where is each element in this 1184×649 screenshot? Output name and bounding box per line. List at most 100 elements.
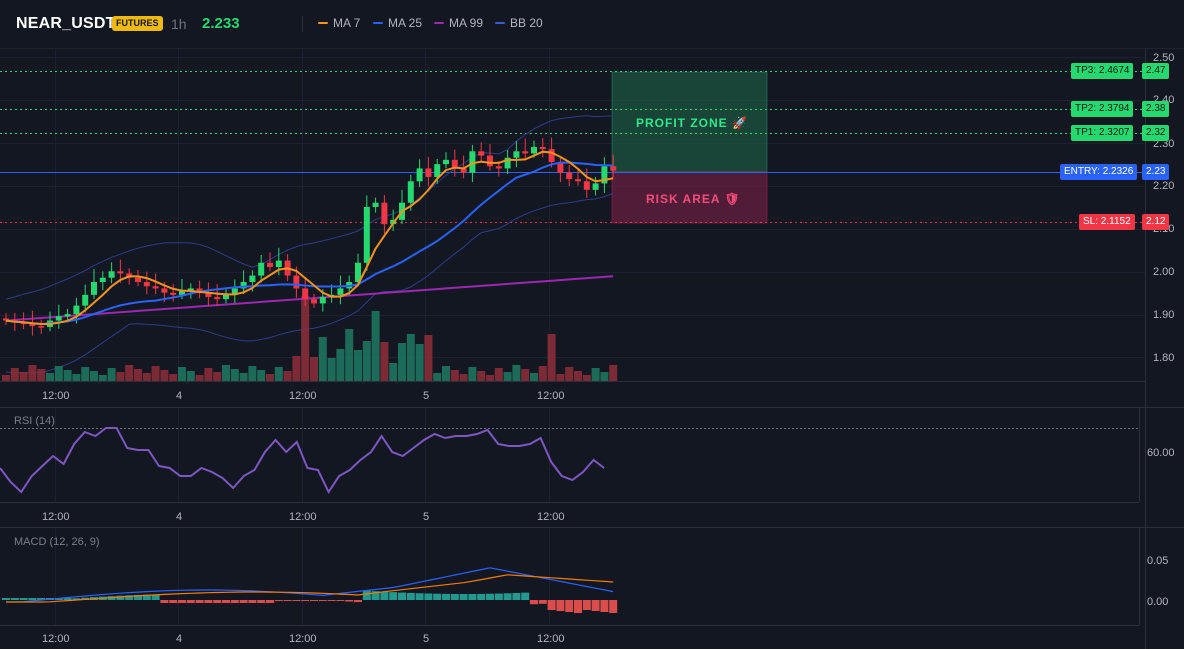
macd-hist-bar	[450, 593, 459, 600]
entry-label[interactable]: ENTRY: 2.2326	[1060, 164, 1138, 180]
price-tick: 1.80	[1153, 352, 1174, 364]
volume-bar	[116, 372, 125, 381]
price-tick: 2.50	[1153, 52, 1174, 64]
legend-ma99[interactable]: MA 99	[434, 16, 483, 30]
volume-bar	[98, 375, 107, 381]
candle-body	[311, 299, 317, 304]
candle-body	[293, 275, 300, 289]
macd-hist-bar	[28, 598, 37, 600]
volume-bar	[600, 372, 609, 381]
candle-body	[557, 162, 564, 173]
rsi-title[interactable]: RSI (14)	[14, 415, 55, 427]
volume-bar	[521, 369, 530, 381]
candle-body	[487, 155, 493, 167]
macd-hist-bar	[301, 600, 310, 601]
macd-hist-bar	[468, 593, 477, 600]
volume-bar	[178, 367, 186, 381]
sl-label[interactable]: SL: 2.1152	[1079, 214, 1135, 230]
main-pane[interactable]	[0, 49, 1146, 381]
macd-hist-bar	[600, 600, 609, 612]
volume-bar	[266, 374, 274, 381]
tp1-label-text: TP1: 2.3207	[1075, 127, 1130, 138]
sl-axis-label: 2.12	[1142, 214, 1170, 230]
rsi-time-tick: 12:00	[289, 511, 317, 523]
volume-bar	[169, 374, 178, 381]
rsi-time-tick: 5	[423, 511, 429, 523]
candle-body	[407, 181, 414, 203]
macd-line	[6, 567, 614, 603]
volume-bar	[310, 357, 318, 381]
last-price: 2.233	[202, 15, 240, 32]
time-tick: 12:00	[537, 390, 565, 402]
volume-bar	[318, 337, 327, 381]
candle-body	[566, 172, 573, 180]
interval-selector[interactable]: 1h	[171, 16, 187, 32]
legend-ma7[interactable]: MA 7	[318, 16, 360, 30]
price-tick: 2.30	[1153, 138, 1174, 150]
candle-body	[469, 151, 476, 173]
volume-bar	[398, 343, 406, 381]
volume-bar	[28, 365, 37, 381]
candles[interactable]	[3, 137, 617, 336]
profit-zone	[611, 71, 768, 173]
candle-body	[249, 275, 256, 282]
volume-bar	[10, 368, 19, 381]
macd-hist-bar	[406, 592, 415, 600]
macd-hist-bar	[591, 600, 600, 611]
macd-hist-bar	[248, 600, 257, 603]
macd-hist-bar	[609, 600, 618, 613]
price-tick: 2.00	[1153, 266, 1174, 278]
volume-bar	[142, 373, 151, 381]
macd-title[interactable]: MACD (12, 26, 9)	[14, 536, 100, 548]
ma7-swatch	[318, 22, 328, 24]
rsi-time-tick: 4	[176, 511, 182, 523]
volume-bar	[609, 365, 618, 381]
macd-hist-bar	[72, 598, 81, 600]
legend-ma25-label: MA 25	[388, 16, 423, 30]
candle-body	[161, 288, 168, 293]
legend-bb20[interactable]: BB 20	[495, 16, 543, 30]
candle-body	[64, 314, 71, 317]
macd-tick: 0.00	[1147, 596, 1168, 608]
volume-bars	[2, 296, 618, 381]
candle-body	[451, 159, 458, 169]
tp3-label[interactable]: TP3: 2.4674	[1071, 63, 1134, 79]
ma25-swatch	[373, 22, 383, 24]
macd-hist-bar	[318, 600, 327, 601]
legend-ma25[interactable]: MA 25	[373, 16, 422, 30]
symbol-title[interactable]: NEAR_USDT	[16, 15, 116, 32]
tp1-label[interactable]: TP1: 2.3207	[1071, 125, 1134, 141]
volume-bar	[354, 350, 362, 381]
tp2-label[interactable]: TP2: 2.3794	[1071, 101, 1134, 117]
candle-body	[267, 262, 273, 267]
macd-hist-bar	[380, 591, 389, 600]
chart-header: NEAR_USDT FUTURES 1h 2.233 MA 7 MA 25 MA…	[0, 0, 1184, 49]
entry-axis-label: 2.23	[1142, 164, 1170, 180]
candle-body	[575, 179, 581, 182]
volume-bar	[424, 335, 433, 381]
macd-hist-bar	[565, 600, 574, 612]
volume-bar	[151, 366, 160, 381]
candle-body	[170, 292, 177, 295]
bb20-swatch	[495, 22, 505, 24]
macd-hist-bar	[415, 593, 424, 600]
macd-hist-bar	[336, 600, 345, 601]
candle-body	[434, 164, 441, 177]
candle-body	[592, 183, 599, 190]
macd-hist-bar	[547, 600, 556, 610]
volume-bar	[336, 349, 345, 381]
time-tick: 12:00	[289, 390, 317, 402]
tp2-label-text: TP2: 2.3794	[1075, 103, 1130, 114]
volume-bar	[574, 371, 582, 381]
volume-bar	[257, 370, 266, 381]
macd-hist-bar	[459, 593, 468, 600]
candle-body	[223, 294, 229, 300]
candle-body	[196, 288, 203, 293]
candle-body	[443, 159, 449, 165]
entry-label-text: ENTRY: 2.2326	[1064, 166, 1134, 177]
macd-hist-bar	[486, 593, 494, 600]
macd-time-tick: 12:00	[537, 633, 565, 645]
volume-bar	[90, 371, 98, 381]
macd-hist-bar	[257, 600, 266, 603]
